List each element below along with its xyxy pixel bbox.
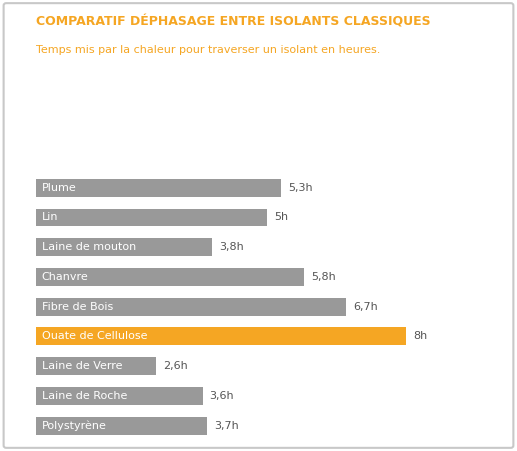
Bar	[36, 417, 207, 435]
Text: 3,7h: 3,7h	[214, 421, 239, 431]
Text: Laine de Roche: Laine de Roche	[42, 391, 127, 401]
Bar	[36, 208, 267, 226]
Text: 5,8h: 5,8h	[311, 272, 336, 282]
Bar	[36, 327, 406, 345]
Text: 5,3h: 5,3h	[288, 183, 313, 193]
Text: 8h: 8h	[413, 331, 428, 341]
Text: Plume: Plume	[42, 183, 77, 193]
Text: COMPARATIF DÉPHASAGE ENTRE ISOLANTS CLASSIQUES: COMPARATIF DÉPHASAGE ENTRE ISOLANTS CLAS…	[36, 16, 431, 29]
Text: Polystyrène: Polystyrène	[42, 420, 107, 431]
Text: 2,6h: 2,6h	[163, 361, 188, 371]
Bar	[36, 357, 157, 375]
Bar	[36, 298, 346, 316]
Bar	[36, 387, 203, 405]
Text: 3,8h: 3,8h	[219, 242, 244, 252]
Bar	[36, 179, 281, 197]
Text: 3,6h: 3,6h	[210, 391, 234, 401]
Text: Chanvre: Chanvre	[42, 272, 88, 282]
Text: 6,7h: 6,7h	[353, 302, 378, 312]
Text: Temps mis par la chaleur pour traverser un isolant en heures.: Temps mis par la chaleur pour traverser …	[36, 45, 381, 55]
Text: 5h: 5h	[275, 212, 288, 222]
Text: Fibre de Bois: Fibre de Bois	[42, 302, 113, 312]
Text: Laine de Verre: Laine de Verre	[42, 361, 122, 371]
Text: Lin: Lin	[42, 212, 58, 222]
Bar	[36, 268, 305, 286]
Text: Laine de mouton: Laine de mouton	[42, 242, 136, 252]
Text: Ouate de Cellulose: Ouate de Cellulose	[42, 331, 147, 341]
Bar	[36, 238, 212, 256]
